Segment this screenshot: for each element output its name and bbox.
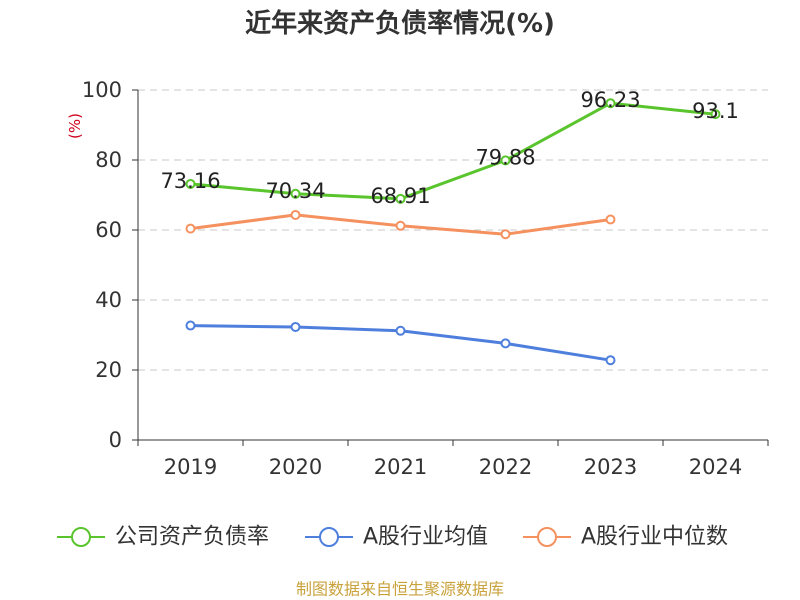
series-2-point [605,355,616,366]
x-tick-label: 2024 [689,455,742,479]
y-tick-label: 0 [109,428,122,452]
chart-title: 近年来资产负债率情况(%) [245,8,555,39]
y-tick-label: 20 [95,358,122,382]
y-tick-label: 60 [95,218,122,242]
data-label: 73.16 [160,169,220,193]
legend-label: 公司资产负债率 [115,525,269,550]
series-3-point [185,223,196,234]
data-label: 96.23 [580,88,640,112]
series-1-point [500,155,511,166]
y-axis-title: (%) [66,113,84,139]
legend-circle-icon [537,527,557,547]
legend-item-1[interactable]: 公司资产负债率 [57,525,269,550]
x-tick-label: 2020 [269,455,322,479]
data-label: 68.91 [370,184,430,208]
series-1-line [189,101,717,201]
x-tick-label: 2019 [164,455,217,479]
series-2-point [185,320,196,331]
x-tick-label: 2021 [374,455,427,479]
series-1-point [185,178,196,189]
series-1-point [710,109,721,120]
data-label: 93.1 [692,99,739,123]
series-3-point [605,214,616,225]
y-tick-label: 80 [95,148,122,172]
x-tick-label: 2022 [479,455,532,479]
legend-item-3[interactable]: A股行业中位数 [523,525,728,550]
legend-circle-icon [319,527,339,547]
x-tick-label: 2023 [584,455,637,479]
y-tick-label: 40 [95,288,122,312]
legend: 公司资产负债率 A股行业均值 A股行业中位数 [57,525,728,550]
data-label: 70.34 [265,179,325,203]
data-labels: 73.16 70.34 68.91 79.88 96.23 93.1 [160,88,738,208]
series-2-point [395,325,406,336]
series-2-point [290,321,301,332]
series-1-point [395,193,406,204]
legend-label: A股行业中位数 [581,525,728,550]
series-3-point [290,209,301,220]
data-label: 79.88 [475,145,535,169]
series-3-point [500,229,511,240]
legend-label: A股行业均值 [363,525,488,550]
series-marks [185,98,721,366]
legend-circle-icon [71,527,91,547]
series-1-point [290,188,301,199]
y-tick-label: 100 [82,78,122,102]
data-source-note: 制图数据来自恒生聚源数据库 [296,580,504,599]
series-2-point [500,338,511,349]
series-3-point [395,220,406,231]
series-1-point [605,98,616,109]
legend-item-2[interactable]: A股行业均值 [305,525,488,550]
axes: 0 20 40 60 80 100 2019 2020 2021 2022 2023 2024 [82,78,769,479]
